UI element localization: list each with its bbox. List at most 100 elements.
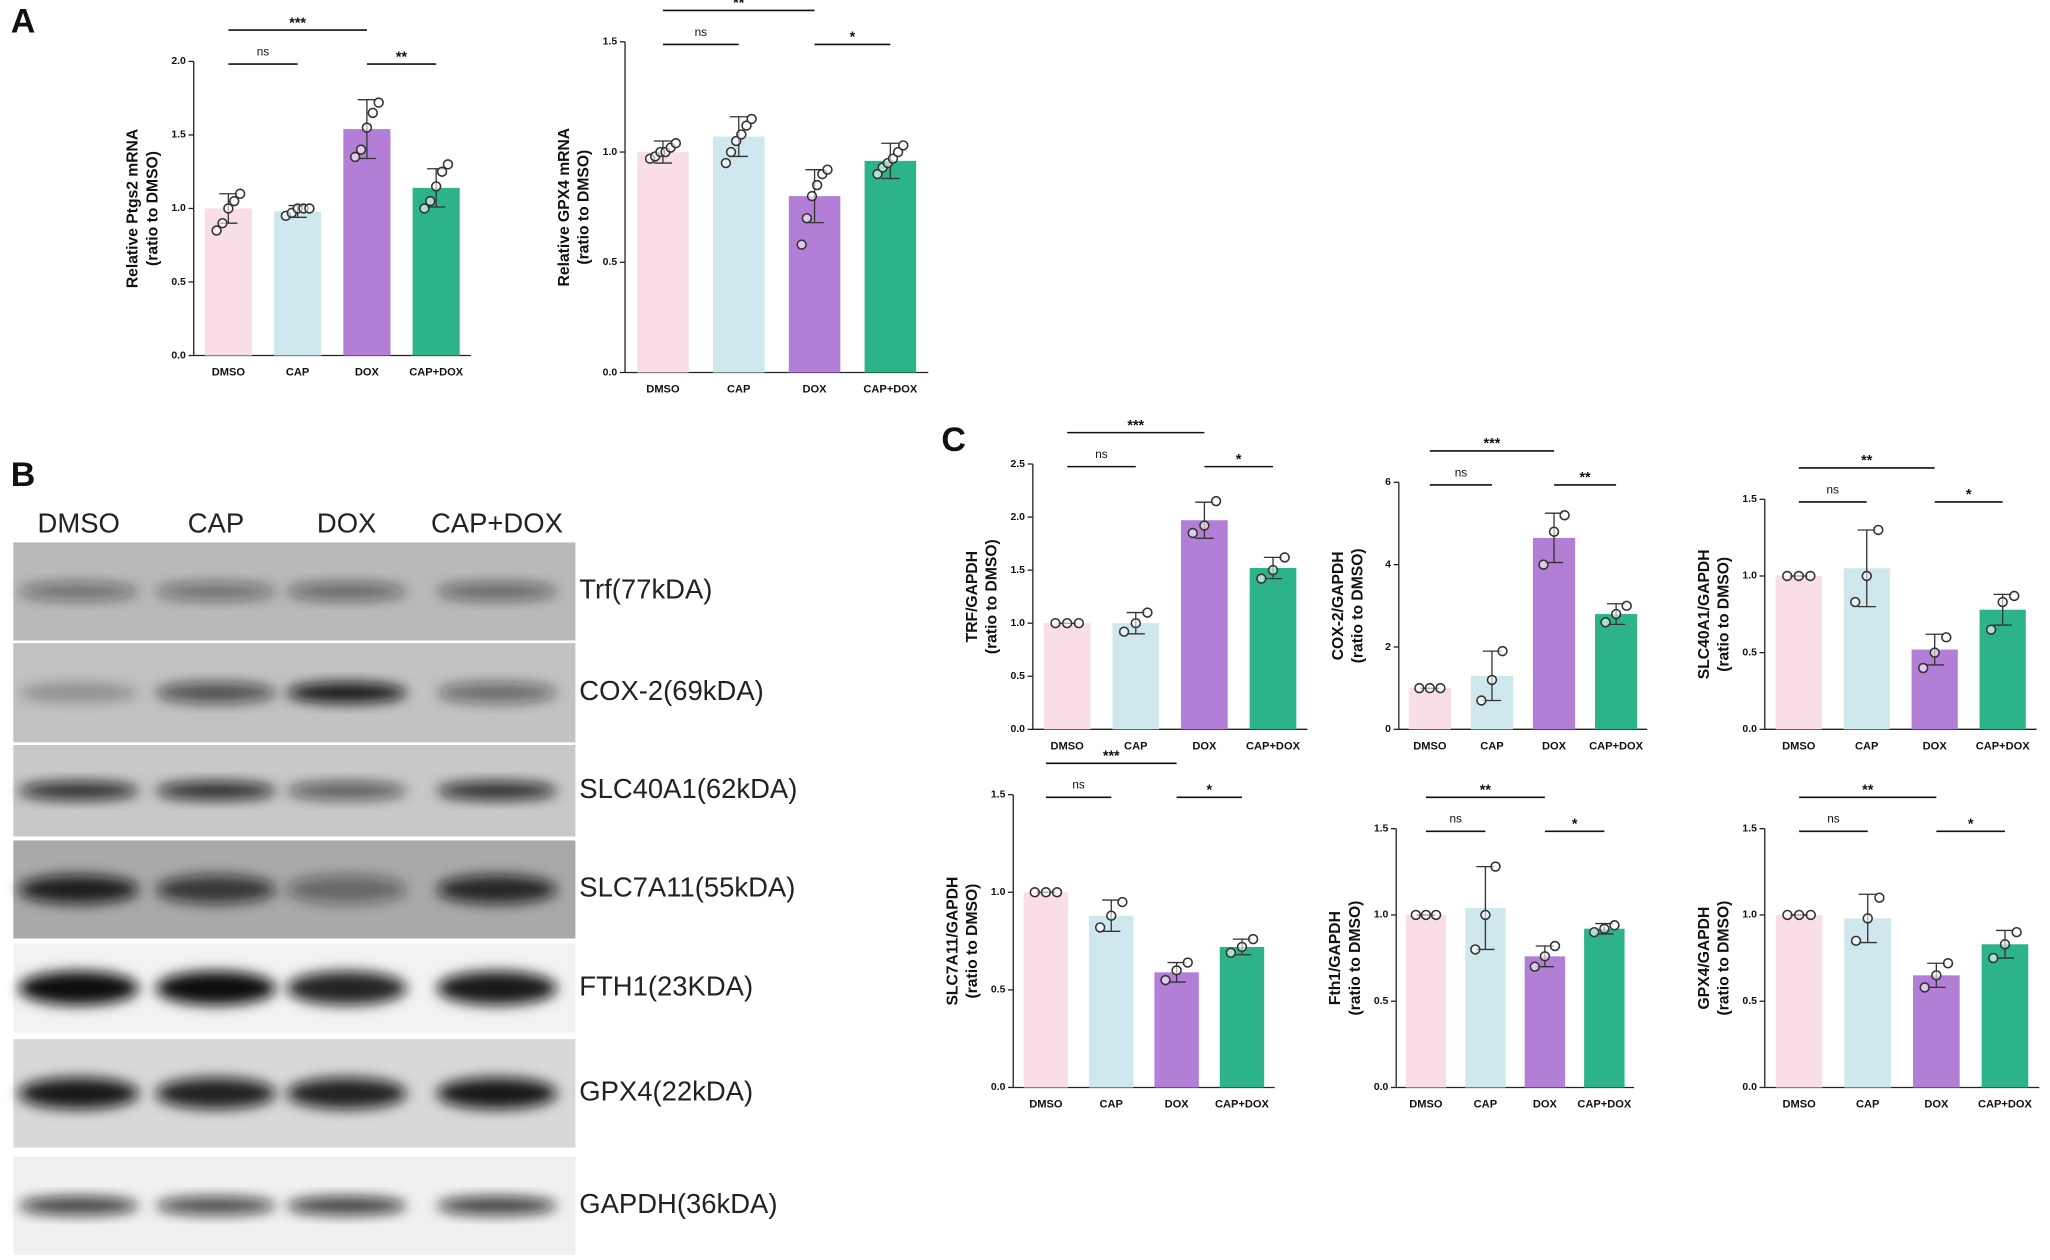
band-label: SLC40A1(62kDA) (579, 773, 797, 804)
data-point (887, 153, 899, 164)
lane-label: CAP+DOX (431, 508, 563, 539)
significance-label: ** (1579, 470, 1591, 486)
data-point (822, 164, 833, 175)
data-point (1599, 923, 1610, 934)
panel-label: B (11, 456, 36, 494)
x-tick-label: DOX (1542, 740, 1567, 752)
x-tick-label: CAP+DOX (1246, 740, 1301, 752)
y-axis-label: COX-2/GAPDH (1330, 551, 1347, 660)
data-point (1941, 632, 1952, 643)
data-point (1529, 961, 1540, 972)
data-point (367, 107, 379, 119)
data-point (1247, 933, 1259, 945)
bar (1775, 575, 1822, 730)
x-tick-label: DOX (1923, 740, 1948, 752)
y-tick-label: 6 (1385, 477, 1391, 488)
data-point (229, 195, 240, 207)
data-point (1420, 909, 1432, 921)
bar (343, 129, 391, 356)
lane-label: CAP (188, 508, 244, 539)
x-tick-label: DMSO (212, 366, 246, 378)
blot-band (436, 582, 558, 601)
significance-label: ns (1827, 813, 1840, 826)
data-point (1061, 617, 1073, 629)
y-tick-label: 2.5 (1010, 459, 1025, 470)
data-point (1782, 909, 1793, 921)
significance-label: *** (1103, 749, 1120, 765)
y-tick-label: 0.5 (1010, 671, 1025, 682)
y-axis-label: (ratio to DMSO) (1715, 557, 1732, 672)
band-label: COX-2(69kDA) (579, 675, 763, 706)
band-label: GAPDH(36kDA) (579, 1188, 777, 1219)
data-point (1435, 682, 1446, 694)
x-tick-label: DOX (1533, 1098, 1558, 1110)
data-point (1621, 600, 1632, 612)
data-point (1942, 958, 1954, 969)
data-point (1256, 573, 1267, 584)
y-tick-label: 2.0 (171, 56, 186, 67)
bar (1532, 537, 1576, 730)
bar (1043, 623, 1091, 730)
data-point (1476, 695, 1487, 706)
data-point (430, 181, 442, 192)
significance-label: ns (1827, 483, 1840, 496)
bar (1981, 944, 2029, 1088)
y-axis-label: SLC7A11/GAPDH (944, 877, 961, 1006)
blot-band (155, 1196, 277, 1215)
bar (1181, 520, 1228, 730)
significance-label: ** (733, 0, 745, 12)
blot-band (18, 682, 139, 704)
significance-label: ns (1449, 813, 1462, 826)
data-point (1171, 965, 1182, 976)
data-point (725, 146, 737, 158)
data-point (1486, 674, 1498, 686)
band-label: SLC7A11(55kDA) (579, 872, 795, 903)
data-point (1874, 892, 1885, 903)
data-point (1267, 564, 1279, 576)
data-point (1548, 526, 1560, 537)
data-point (1094, 922, 1106, 933)
data-point (1919, 982, 1930, 993)
blot-band (155, 1077, 277, 1110)
blot-band (286, 682, 407, 704)
data-point (1279, 552, 1290, 563)
data-point (373, 97, 384, 108)
significance-label: ns (1072, 779, 1085, 792)
data-point (736, 129, 747, 140)
data-point (304, 203, 315, 214)
bar (1913, 975, 1960, 1088)
x-tick-label: CAP (286, 366, 310, 378)
x-tick-label: CAP (1855, 740, 1879, 752)
data-point (1414, 682, 1425, 694)
blot-band (18, 582, 139, 601)
data-point (1793, 909, 1805, 921)
data-point (1805, 570, 1816, 582)
significance-label: ** (1862, 783, 1874, 799)
x-tick-label: CAP (1100, 1098, 1124, 1110)
data-point (1430, 909, 1442, 921)
y-axis-label: Relative Ptgs2 mRNA (125, 129, 142, 288)
data-point (349, 151, 361, 163)
lane-label: DOX (317, 508, 376, 539)
blot-band (286, 781, 407, 800)
bar (1154, 972, 1199, 1088)
data-point (1538, 559, 1549, 570)
data-point (806, 190, 818, 202)
bar (864, 160, 917, 373)
y-tick-label: 1.5 (603, 37, 618, 48)
data-point (1931, 970, 1942, 981)
data-point (436, 166, 448, 177)
data-point (1029, 887, 1041, 898)
band-label: GPX4(22kDA) (579, 1076, 753, 1107)
data-point (1470, 944, 1481, 955)
data-point (1410, 909, 1422, 921)
significance-label: * (1572, 817, 1578, 833)
data-point (1861, 570, 1872, 582)
bar (1089, 915, 1134, 1088)
y-tick-label: 2 (1385, 642, 1391, 653)
data-point (1862, 913, 1873, 924)
x-tick-label: CAP+DOX (863, 383, 918, 395)
data-point (1549, 940, 1561, 952)
data-point (801, 212, 813, 224)
